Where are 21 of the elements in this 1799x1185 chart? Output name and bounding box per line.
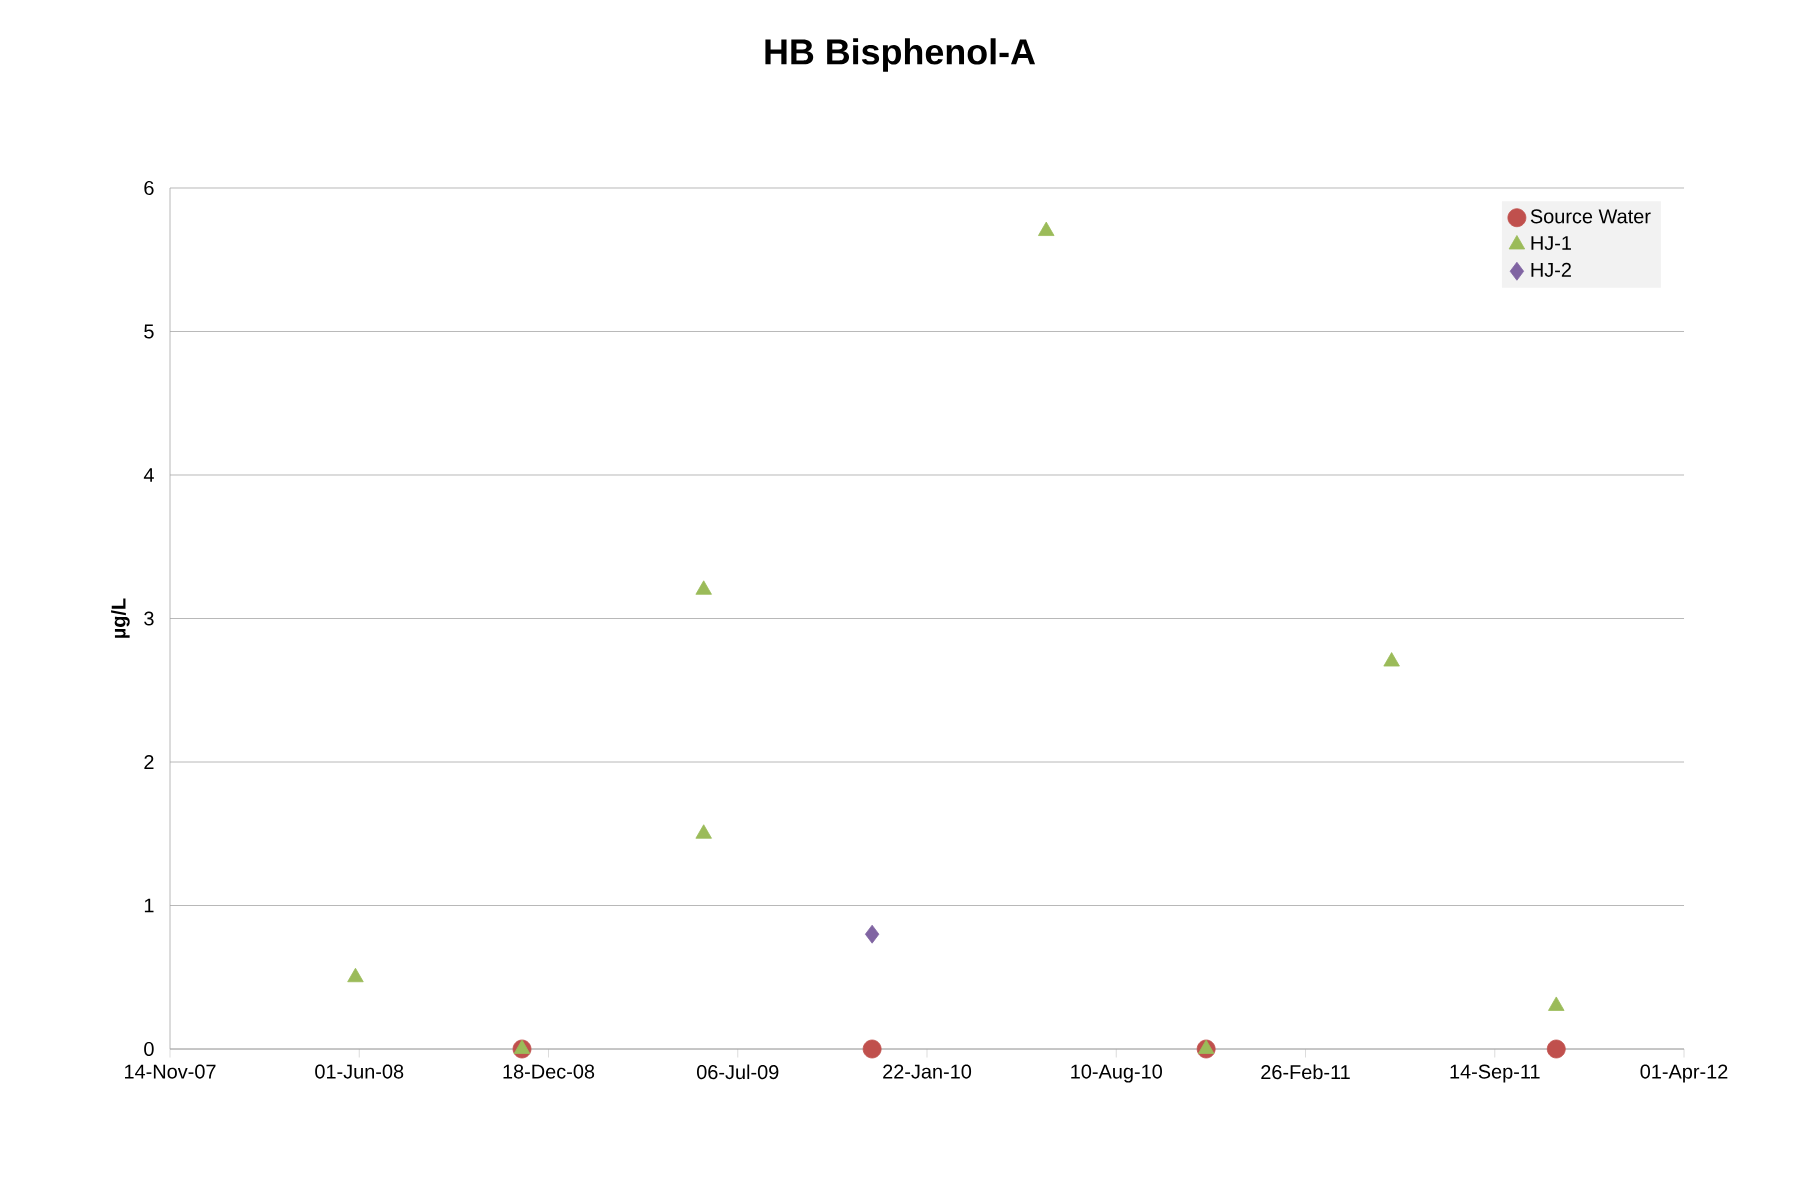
x-tick-label: 10-Aug-10 xyxy=(1071,1064,1162,1083)
legend-label: HJ-2 xyxy=(1531,262,1571,277)
y-axis-title: µg/L xyxy=(111,598,130,638)
legend-label: HJ-1 xyxy=(1531,236,1571,251)
chart-title: HB Bisphenol-A xyxy=(765,38,1036,72)
x-tick-label: 14-Nov-07 xyxy=(125,1064,216,1079)
y-tick-label: 4 xyxy=(143,468,154,482)
y-tick-label: 2 xyxy=(144,755,154,769)
x-tick-label: 01-Apr-12 xyxy=(1640,1064,1728,1083)
x-tick-label: 26-Feb-11 xyxy=(1261,1064,1350,1080)
y-tick-label: 1 xyxy=(144,898,154,913)
y-tick-label: 3 xyxy=(144,611,154,626)
y-tick-label: 6 xyxy=(144,180,154,196)
x-tick-label: 01-Jun-08 xyxy=(315,1064,404,1079)
x-tick-label: 18-Dec-08 xyxy=(503,1064,595,1079)
x-tick-label: 06-Jul-09 xyxy=(697,1064,779,1080)
y-tick-label: 0 xyxy=(144,1041,154,1057)
x-tick-label: 22-Jan-10 xyxy=(883,1064,972,1079)
legend-label: Source Water xyxy=(1530,209,1651,224)
x-tick-label: 14-Sep-11 xyxy=(1450,1064,1540,1083)
y-tick-label: 5 xyxy=(144,324,154,339)
